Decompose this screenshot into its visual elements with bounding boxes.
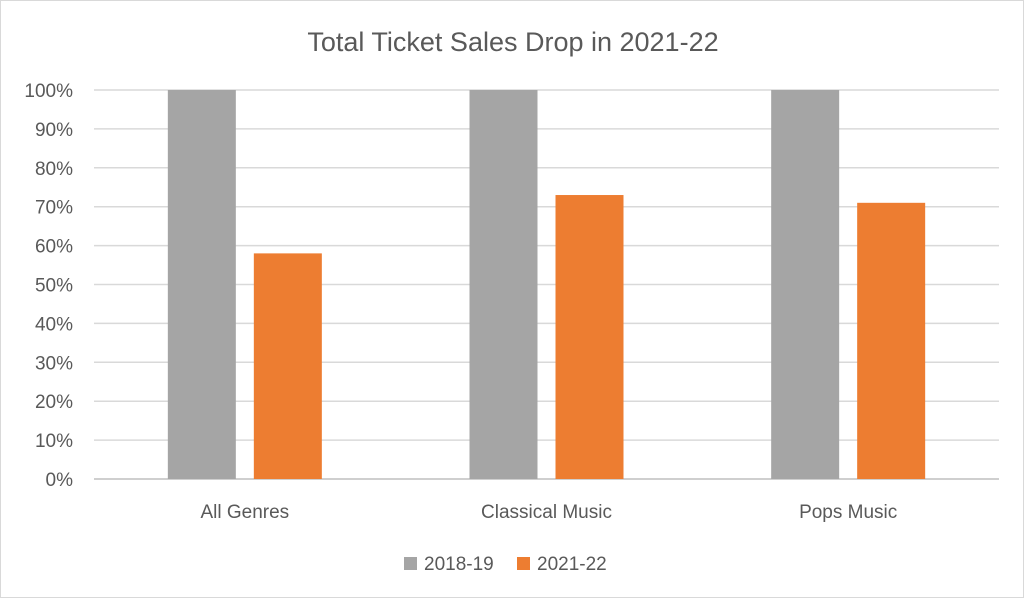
y-tick-label: 80% <box>35 159 73 180</box>
x-tick-label: All Genres <box>200 502 289 523</box>
bar-2018-19-classical-music <box>469 90 538 479</box>
legend-label: 2021-22 <box>537 554 607 575</box>
y-tick-label: 0% <box>46 470 74 491</box>
y-tick-label: 100% <box>24 81 73 102</box>
bar-2021-22-all-genres <box>253 253 322 479</box>
legend-swatch <box>404 557 417 570</box>
y-tick-label: 70% <box>35 198 73 219</box>
bar-2018-19-pops-music <box>771 90 840 479</box>
y-tick-label: 30% <box>35 353 73 374</box>
y-tick-label: 50% <box>35 276 73 297</box>
y-tick-label: 60% <box>35 237 73 258</box>
y-tick-label: 40% <box>35 314 73 335</box>
y-tick-label: 90% <box>35 120 73 141</box>
y-tick-label: 10% <box>35 431 73 452</box>
legend-label: 2018-19 <box>424 554 494 575</box>
bar-2021-22-pops-music <box>857 202 926 479</box>
x-tick-label: Pops Music <box>799 502 897 523</box>
x-tick-label: Classical Music <box>481 502 612 523</box>
chart-title: Total Ticket Sales Drop in 2021-22 <box>307 27 718 57</box>
legend-swatch <box>517 557 530 570</box>
bar-2018-19-all-genres <box>167 90 236 479</box>
bar-2021-22-classical-music <box>555 195 624 479</box>
y-tick-label: 20% <box>35 392 73 413</box>
